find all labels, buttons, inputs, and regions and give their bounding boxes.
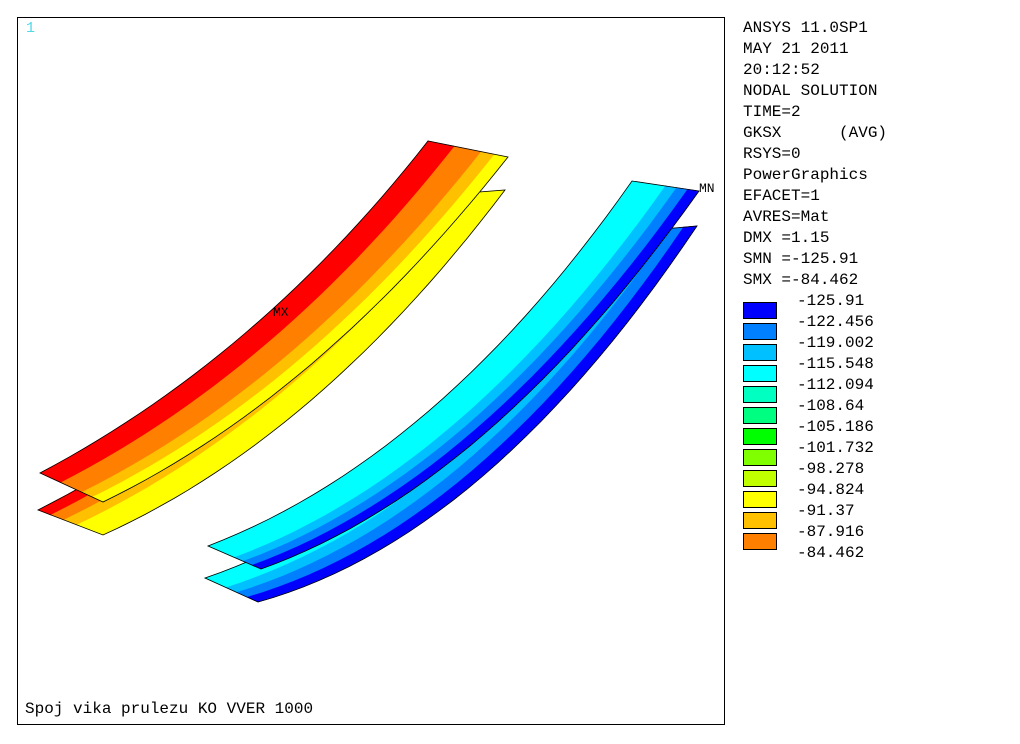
legend-swatch bbox=[743, 512, 777, 529]
legend-value: -105.186 bbox=[743, 417, 1013, 445]
info-line: RSYS=0 bbox=[743, 145, 801, 163]
info-line: AVRES=Mat bbox=[743, 208, 830, 226]
info-line: DMX =1.15 bbox=[743, 229, 830, 247]
info-line: SMN =-125.91 bbox=[743, 250, 859, 268]
legend-value: -84.462 bbox=[797, 544, 865, 562]
legend-swatch bbox=[743, 533, 777, 550]
info-line: PowerGraphics bbox=[743, 166, 868, 184]
legend-swatch bbox=[743, 449, 777, 466]
info-line: TIME=2 bbox=[743, 103, 801, 121]
min-label: MN bbox=[699, 181, 715, 196]
legend-swatch bbox=[743, 407, 777, 424]
legend-swatch bbox=[743, 323, 777, 340]
legend-value: -101.732 bbox=[743, 438, 1013, 466]
contour-legend: -125.91 -122.456 -119.002 -115.548 -112.094-… bbox=[743, 291, 1013, 564]
left-upper-plate-outline bbox=[39, 140, 509, 503]
legend-swatch bbox=[743, 302, 777, 319]
legend-value: -94.824 bbox=[743, 480, 1013, 508]
plot-caption: Spoj vika prulezu KO VVER 1000 bbox=[25, 700, 314, 718]
legend-value: -112.094 bbox=[743, 375, 1013, 403]
info-line: EFACET=1 bbox=[743, 187, 820, 205]
legend-swatch bbox=[743, 365, 777, 382]
right-upper-plate-outline bbox=[206, 180, 700, 570]
info-panel: ANSYS 11.0SP1 MAY 21 2011 20:12:52 NODAL SO… bbox=[743, 18, 1013, 291]
legend-value: -115.548 bbox=[743, 354, 1013, 382]
fea-model-plot: MX MN bbox=[37, 140, 715, 603]
legend-swatch bbox=[743, 344, 777, 361]
legend-value: -108.64 bbox=[743, 396, 1013, 424]
legend-value: -91.37 bbox=[743, 501, 1013, 529]
legend-value: -122.456 bbox=[743, 312, 1013, 340]
legend-swatch bbox=[743, 491, 777, 508]
window-number: 1 bbox=[26, 20, 36, 37]
legend-value: -119.002 bbox=[743, 333, 1013, 361]
legend-swatch bbox=[743, 386, 777, 403]
max-label: MX bbox=[273, 305, 289, 320]
legend-swatch bbox=[743, 470, 777, 487]
legend-swatch bbox=[743, 428, 777, 445]
legend-value: -87.916 bbox=[743, 522, 1013, 550]
info-line: MAY 21 2011 bbox=[743, 40, 849, 58]
info-line: 20:12:52 bbox=[743, 61, 820, 79]
info-line: GKSX (AVG) bbox=[743, 124, 888, 142]
legend-value: -125.91 bbox=[743, 291, 1013, 319]
legend-value: -98.278 bbox=[743, 459, 1013, 487]
graphics-viewport[interactable]: MX MN 1 Spoj vika prulezu KO VVER 1000 bbox=[17, 17, 725, 725]
info-line: ANSYS 11.0SP1 bbox=[743, 19, 868, 37]
info-line: SMX =-84.462 bbox=[743, 271, 859, 289]
info-line: NODAL SOLUTION bbox=[743, 82, 878, 100]
